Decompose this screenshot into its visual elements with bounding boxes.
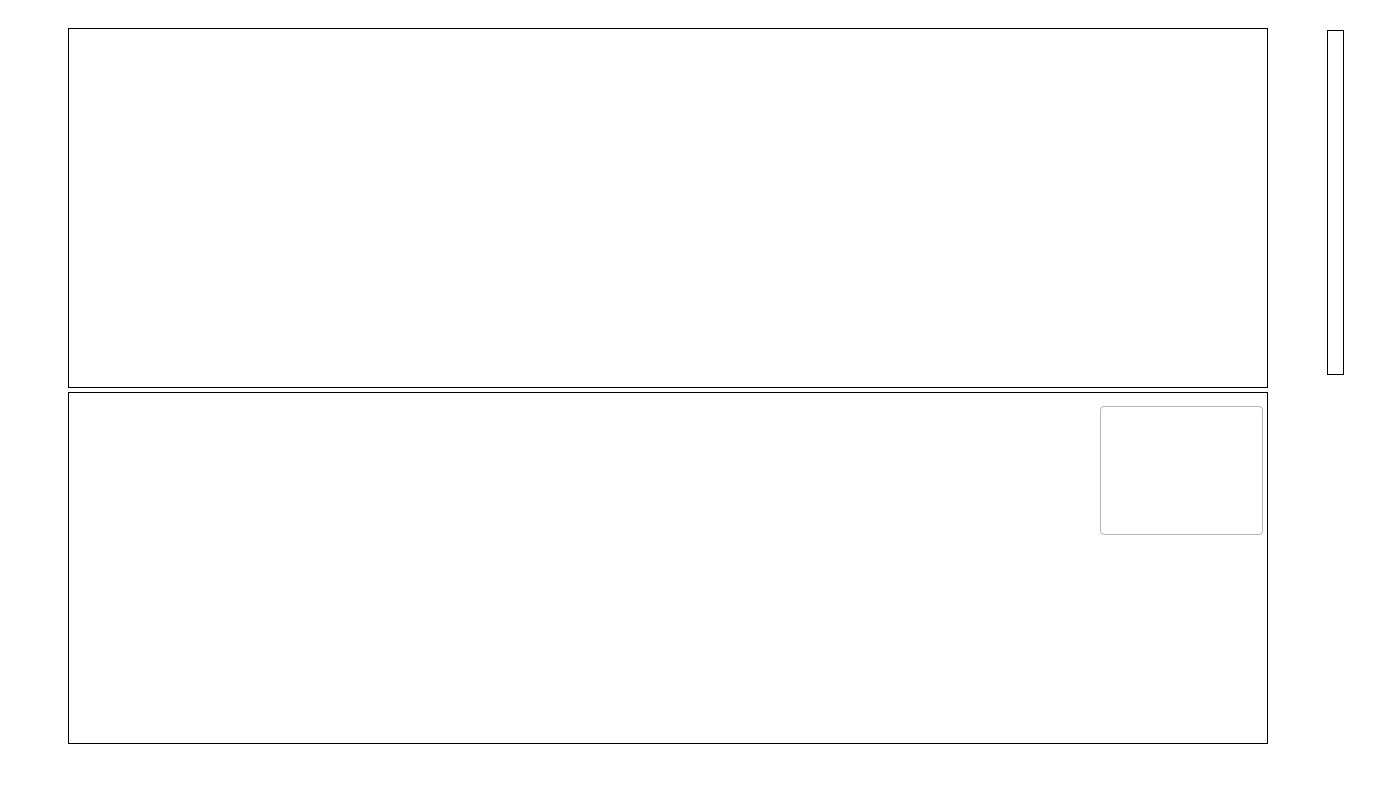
colorbar — [1327, 30, 1344, 375]
spectrogram-canvas — [69, 29, 1267, 387]
flux-canvas — [69, 393, 1267, 743]
legend — [1100, 406, 1263, 535]
flux-axes — [68, 392, 1268, 744]
spectrogram-axes — [68, 28, 1268, 388]
